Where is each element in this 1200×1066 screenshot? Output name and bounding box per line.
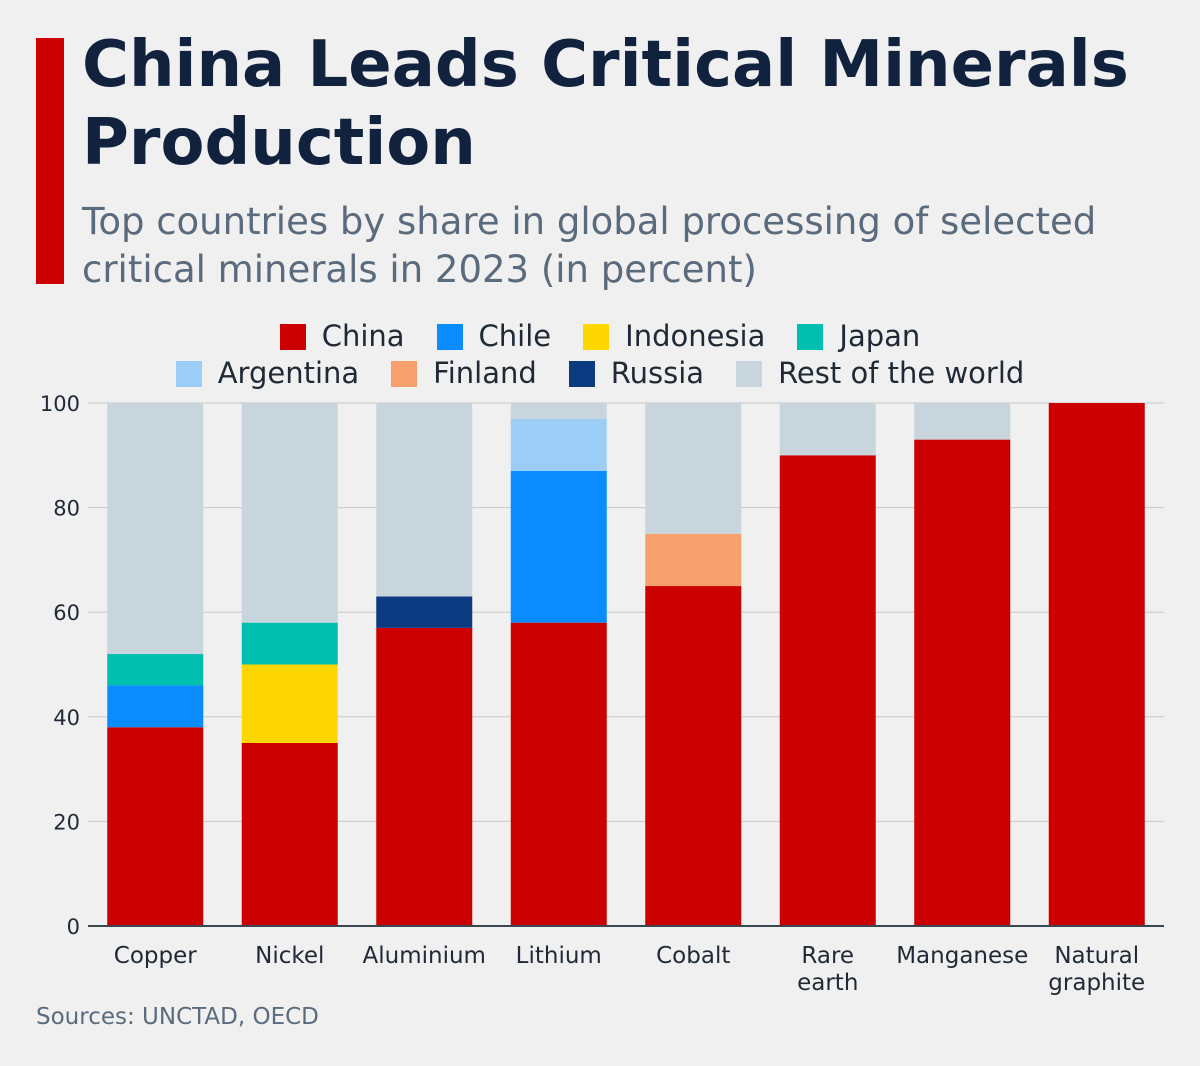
legend-item-argentina: Argentina <box>175 355 360 392</box>
bar-segment-china <box>510 622 607 926</box>
legend-item-china: China <box>279 318 405 355</box>
bar-segment-argentina <box>510 418 607 471</box>
x-tick-label-line: graphite <box>1048 970 1145 996</box>
bar-segment-japan <box>107 654 204 686</box>
x-tick-label-line: Rare <box>801 943 854 969</box>
bar-segment-indonesia <box>241 664 338 743</box>
x-tick-label: Aluminium <box>363 943 486 969</box>
bar-segment-china <box>107 727 204 926</box>
bar-segment-rest-of-the-world <box>376 403 473 597</box>
x-tick-label: Natural graphite <box>1048 943 1145 996</box>
bar-segment-china <box>241 742 338 926</box>
bar-segment-chile <box>107 685 204 728</box>
legend-item-japan: Japan <box>797 318 920 355</box>
source-note: Sources: UNCTAD, OECD <box>36 1004 319 1030</box>
x-tick-label: Rare earth <box>797 943 858 996</box>
bar-segment-rest-of-the-world <box>914 403 1011 440</box>
bar-segment-china <box>376 627 473 926</box>
x-tick-label-line: Copper <box>114 943 197 969</box>
legend-label-argentina: Argentina <box>217 356 360 390</box>
legend-label-indonesia: Indonesia <box>625 319 766 353</box>
legend-swatch-japan <box>797 323 824 350</box>
legend-item-finland: Finland <box>391 355 537 392</box>
accent-bar <box>36 38 64 284</box>
bar-segment-china <box>1048 403 1145 926</box>
legend-swatch-rest-of-world <box>736 360 763 387</box>
x-tick-label: Manganese <box>896 943 1028 969</box>
x-tick-label-line: Cobalt <box>656 943 730 969</box>
legend-item-rest-of-world: Rest of the world <box>736 355 1024 392</box>
legend-label-rest-of-world: Rest of the world <box>778 356 1025 390</box>
legend-swatch-indonesia <box>583 323 610 350</box>
bar-segment-japan <box>241 622 338 665</box>
y-tick-label: 80 <box>53 497 80 521</box>
legend-item-indonesia: Indonesia <box>583 318 765 355</box>
bar-segment-china <box>645 586 742 926</box>
x-tick-label-line: Nickel <box>255 943 324 969</box>
legend-swatch-finland <box>391 360 418 387</box>
legend-label-japan: Japan <box>839 319 921 353</box>
stacked-bar-chart: 0 20 40 60 80 100 Copper Nickel Aluminium Lithium… <box>40 392 1164 996</box>
y-tick-label: 100 <box>40 392 80 416</box>
bar-segment-rest-of-the-world <box>241 403 338 623</box>
bar-segment-china <box>914 439 1011 926</box>
legend-item-russia: Russia <box>568 355 705 392</box>
legend-swatch-russia <box>568 360 595 387</box>
bar-segment-rest-of-the-world <box>510 403 607 419</box>
y-tick-label: 0 <box>67 915 80 939</box>
x-tick-label-line: Aluminium <box>363 943 486 969</box>
legend-label-china: China <box>321 319 405 353</box>
x-tick-label: Lithium <box>516 943 602 969</box>
y-tick-label: 60 <box>53 601 80 625</box>
x-tick-label-line: Natural <box>1054 943 1139 969</box>
legend-row: Argentina Finland Russia Rest of the wor… <box>0 355 1200 392</box>
x-tick-label: Copper <box>114 943 197 969</box>
y-tick-label: 40 <box>53 706 80 730</box>
chart-title: China Leads Critical Minerals Production <box>82 28 1129 180</box>
x-tick-label: Cobalt <box>656 943 730 969</box>
legend-label-russia: Russia <box>610 356 705 390</box>
bar-segment-china <box>779 455 876 926</box>
legend-swatch-chile <box>436 323 463 350</box>
x-tick-label-line: earth <box>797 970 858 996</box>
legend-label-chile: Chile <box>478 319 552 353</box>
legend-swatch-argentina <box>175 360 202 387</box>
legend-swatch-china <box>279 323 306 350</box>
bar-segment-russia <box>376 596 473 628</box>
chart-legend: China Chile Indonesia Japan Argentina Fi… <box>0 318 1200 392</box>
x-tick-label-line: Manganese <box>896 943 1028 969</box>
bar-segment-rest-of-the-world <box>779 403 876 456</box>
x-tick-label: Nickel <box>255 943 324 969</box>
x-tick-label-line: Lithium <box>516 943 602 969</box>
bar-segment-rest-of-the-world <box>645 403 742 534</box>
legend-row: China Chile Indonesia Japan <box>0 318 1200 355</box>
legend-item-chile: Chile <box>436 318 552 355</box>
bar-segment-rest-of-the-world <box>107 403 204 655</box>
chart-subtitle: Top countries by share in global process… <box>82 200 1097 291</box>
y-tick-label: 20 <box>53 810 80 834</box>
legend-label-finland: Finland <box>433 356 537 390</box>
bar-segment-finland <box>645 533 742 587</box>
bar-segment-chile <box>510 470 607 623</box>
